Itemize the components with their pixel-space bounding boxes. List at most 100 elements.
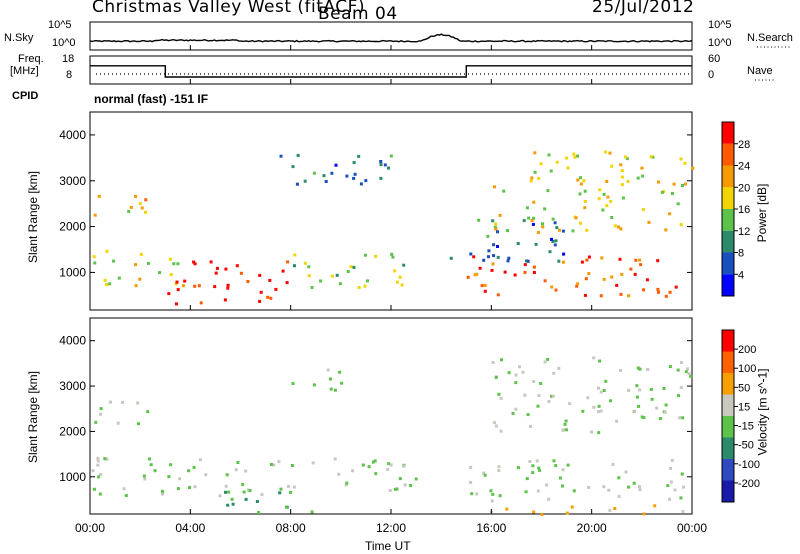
power-map-cell (513, 273, 517, 277)
velocity-map-cell (608, 508, 612, 512)
velocity-map-cell (632, 481, 636, 485)
velocity-map-cell (670, 458, 674, 462)
freq-label: Freq. (18, 53, 44, 65)
velocity-map-cell (507, 371, 511, 375)
x-tick-label: 08:00 (276, 521, 306, 535)
power-map-cell (307, 265, 311, 269)
power-map-cell (507, 256, 511, 260)
velocity-map-cell (161, 489, 164, 493)
power-map-cell (602, 192, 606, 196)
power-map-cell (668, 212, 672, 216)
velocity-map-cell (554, 464, 558, 468)
power-map-cell (571, 229, 575, 233)
velocity-map-cell (686, 367, 690, 371)
power-map-cell (359, 182, 363, 186)
velocity-map-cell (269, 463, 273, 466)
velocity-map-cell (528, 424, 532, 428)
cpid-text: normal (fast) -151 IF (94, 92, 209, 106)
power-map-cell (224, 267, 228, 271)
velocity-map-cell (684, 370, 688, 374)
power-map-cell (651, 155, 655, 159)
power-map-cell (573, 155, 577, 159)
velocity-map-cell (673, 488, 677, 492)
power-map-cell (506, 259, 510, 263)
power-map-cell (493, 225, 497, 229)
velocity-colorbar-tick-label: -50 (738, 440, 754, 452)
x-tick-label: 20:00 (577, 521, 607, 535)
velocity-map-cell (121, 400, 125, 404)
vel-panel-frame (89, 317, 693, 515)
velocity-map-cell (489, 489, 493, 493)
power-map-cell (352, 176, 356, 180)
velocity-map-cell (681, 509, 685, 513)
power-map-cell (330, 274, 334, 278)
power-map-cell (274, 287, 278, 291)
power-map-cell (496, 245, 499, 248)
velocity-map-cell (602, 485, 606, 489)
velocity-map-cell (469, 480, 473, 484)
velocity-map-cell (403, 483, 407, 487)
velocity-map-cell (224, 484, 228, 488)
power-map-cell (579, 182, 583, 186)
power-map-cell (503, 270, 507, 274)
power-map-cell (506, 229, 509, 233)
power-map-cell (144, 210, 147, 214)
velocity-map-cell (227, 490, 231, 494)
velocity-map-cell (537, 466, 541, 470)
power-map-cell (620, 183, 624, 187)
velocity-map-cell (613, 507, 617, 510)
power-map-cell (610, 275, 614, 279)
power-map-cell (532, 216, 535, 220)
velocity-map-cell (255, 500, 259, 503)
velocity-map-cell (635, 384, 639, 388)
velocity-map-cell (570, 505, 574, 509)
velocity-map-cell (638, 367, 642, 371)
cpid-label: CPID (12, 90, 39, 102)
velocity-map-cell (312, 383, 316, 387)
power-map-cell (537, 176, 541, 180)
velocity-map-cell (642, 416, 646, 420)
power-map-cell (575, 284, 579, 288)
velocity-map-cell (679, 385, 683, 389)
power-map-cell (183, 279, 187, 283)
power-map-cell (585, 258, 589, 262)
power-map-cell (525, 259, 528, 263)
power-map-cell (676, 202, 680, 206)
power-map-cell (642, 288, 645, 292)
power-map-cell (530, 219, 534, 222)
nsky-label: N.Sky (4, 32, 34, 44)
velocity-map-cell (326, 368, 330, 372)
velocity-map-cell (98, 492, 102, 496)
velocity-map-cell (333, 457, 337, 461)
power-map-cell (532, 265, 536, 269)
velocity-map-cell (689, 374, 693, 378)
power-map-cell (494, 222, 498, 226)
nsearch-label: N.Search (747, 32, 793, 44)
power-map-cell (583, 189, 587, 193)
velocity-map-cell (536, 404, 540, 408)
velocity-map-cell (169, 463, 173, 467)
power-map-cell (554, 239, 558, 243)
power-map-cell (279, 154, 283, 158)
velocity-map-cell (599, 409, 603, 413)
velocity-map-cell (561, 484, 564, 488)
velocity-colorbar-swatch (722, 330, 734, 352)
velocity-map-cell (226, 503, 230, 507)
velocity-map-cell (340, 381, 344, 385)
power-map-cell (549, 169, 553, 173)
velocity-map-cell (514, 373, 518, 377)
velocity-map-cell (122, 487, 126, 491)
velocity-map-cell (475, 492, 479, 496)
velocity-map-cell (523, 393, 527, 397)
velocity-map-cell (371, 460, 375, 464)
power-map-cell (466, 275, 470, 279)
velocity-map-cell (284, 505, 288, 509)
power-map-cell (679, 157, 683, 161)
power-map-cell (613, 224, 617, 228)
velocity-map-cell (526, 413, 530, 417)
power-map-cell (551, 239, 555, 243)
velocity-map-cell (564, 419, 568, 423)
velocity-ytick-label: 3000 (59, 379, 86, 393)
power-map-cell (330, 171, 334, 175)
power-map-cell (475, 272, 479, 276)
